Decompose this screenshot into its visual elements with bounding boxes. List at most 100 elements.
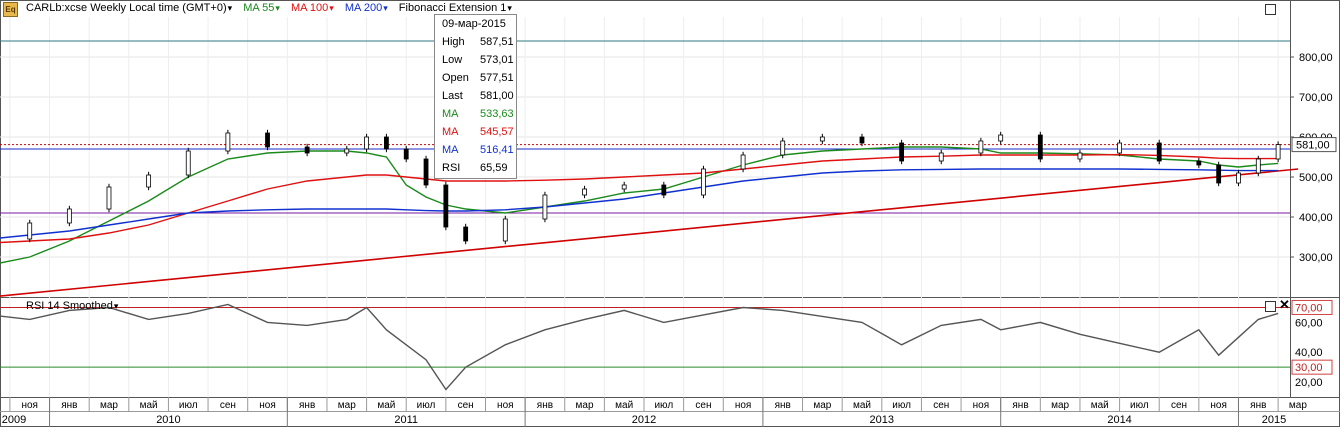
year-label: 2012	[632, 414, 656, 426]
tooltip-value: 581,00	[480, 90, 514, 102]
candle-body	[423, 158, 429, 186]
rsi-maximize-icon[interactable]	[1265, 301, 1276, 312]
month-label: май	[1091, 400, 1109, 411]
month-label: мар	[813, 400, 831, 411]
chart-header: CARLb:xcse Weekly Local time (GMT+0) MA …	[26, 2, 520, 16]
candle-body	[978, 140, 984, 154]
year-label: 2011	[394, 414, 418, 426]
month-label: янв	[299, 400, 315, 411]
ma55-dropdown[interactable]: MA 55	[243, 2, 280, 14]
month-label: ноя	[973, 400, 990, 411]
month-label: мар	[576, 400, 594, 411]
candle-body	[1077, 152, 1083, 160]
ma55-line	[0, 146, 1279, 264]
symbol-dropdown[interactable]: CARLb:xcse Weekly Local time (GMT+0)	[26, 2, 232, 14]
month-label: сен	[458, 400, 474, 411]
month-label: сен	[933, 400, 949, 411]
candle-body	[998, 134, 1004, 142]
candle-body	[344, 148, 350, 154]
candle-body	[740, 154, 746, 170]
candle-body	[1196, 160, 1202, 166]
month-label: июл	[654, 400, 673, 411]
app-logo-icon[interactable]: Eq	[3, 2, 18, 17]
tooltip-row: Open 577,51	[442, 69, 514, 87]
tooltip-row: Low 573,01	[442, 51, 514, 69]
candle-body	[265, 132, 270, 148]
trendline	[0, 168, 1299, 297]
month-label: сен	[1171, 400, 1187, 411]
month-label: июл	[417, 400, 436, 411]
candle-body	[225, 132, 231, 152]
tooltip-row: MA 533,63	[442, 105, 514, 123]
month-label: янв	[1012, 400, 1028, 411]
candle-body	[106, 186, 112, 210]
price-tick-label: 400,00	[1299, 212, 1333, 224]
candle-body	[780, 140, 786, 156]
rsi-tick-label: 60,00	[1295, 317, 1323, 329]
tooltip-value: 573,01	[480, 54, 514, 66]
tooltip-label: Last	[442, 90, 463, 102]
tooltip-label: MA	[442, 144, 459, 156]
candle-body	[1255, 158, 1261, 174]
candle-body	[582, 188, 587, 196]
candle-body	[443, 184, 449, 228]
price-tick-label: 700,00	[1299, 92, 1333, 104]
fibonacci-dropdown[interactable]: Fibonacci Extension 1	[399, 2, 512, 14]
rsi-tick-label: 30,00	[1295, 362, 1323, 374]
candle-body	[66, 208, 72, 224]
year-label: 2014	[1107, 414, 1131, 426]
month-label: янв	[61, 400, 77, 411]
tooltip-label: RSI	[442, 162, 461, 174]
candle-body	[701, 168, 706, 196]
month-label: ноя	[1210, 400, 1227, 411]
candle-body	[463, 226, 469, 242]
year-label: 2010	[156, 414, 180, 426]
tooltip-value: 587,51	[480, 36, 514, 48]
price-tick-label: 800,00	[1299, 52, 1333, 64]
ma100-dropdown[interactable]: MA 100	[291, 2, 334, 14]
candle-body	[1117, 142, 1122, 154]
tooltip-row: High 587,51	[442, 33, 514, 51]
month-label: мар	[1289, 400, 1307, 411]
candle-body	[938, 152, 944, 162]
rsi-tick-label: 70,00	[1295, 302, 1323, 314]
candle-body	[185, 150, 191, 176]
maximize-icon[interactable]	[1265, 4, 1276, 15]
last-price-box	[1291, 137, 1337, 153]
month-label: май	[140, 400, 158, 411]
tooltip-date: 09-мар-2015	[442, 18, 506, 30]
month-label: ноя	[21, 400, 38, 411]
candle-body	[27, 222, 33, 240]
ma200-dropdown[interactable]: MA 200	[345, 2, 388, 14]
tooltip-label: High	[442, 36, 465, 48]
rsi-panel-title[interactable]: RSI 14 Smoothed	[26, 300, 118, 312]
rsi-tick-label: 40,00	[1295, 347, 1323, 359]
candle-body	[899, 142, 905, 162]
month-label: янв	[537, 400, 553, 411]
price-tick-label: 500,00	[1299, 172, 1333, 184]
month-label: ноя	[735, 400, 752, 411]
month-label: янв	[1250, 400, 1266, 411]
tooltip-value: 516,41	[480, 144, 514, 156]
candle-body	[1216, 164, 1222, 184]
candle-body	[859, 136, 865, 144]
month-label: ноя	[497, 400, 514, 411]
data-tooltip: 09-мар-2015 High 587,51 Low 573,01 Open 577,5…	[434, 14, 517, 179]
year-label: 2009	[2, 414, 26, 426]
month-label: мар	[338, 400, 356, 411]
tooltip-label: Low	[442, 54, 463, 66]
candle-body	[621, 184, 627, 190]
rsi-level-box	[1291, 359, 1333, 375]
tooltip-label: Open	[442, 72, 469, 84]
candle-body	[304, 146, 310, 154]
candle-body	[1275, 144, 1281, 160]
rsi-close-icon[interactable]: ✕	[1279, 297, 1290, 312]
candle-body	[661, 184, 667, 196]
ma100-line	[0, 153, 1279, 244]
tooltip-label: MA	[442, 126, 459, 138]
tooltip-row: RSI 65,59	[442, 159, 514, 177]
candle-body	[384, 136, 389, 150]
candle-body	[819, 136, 825, 142]
month-label: май	[377, 400, 395, 411]
